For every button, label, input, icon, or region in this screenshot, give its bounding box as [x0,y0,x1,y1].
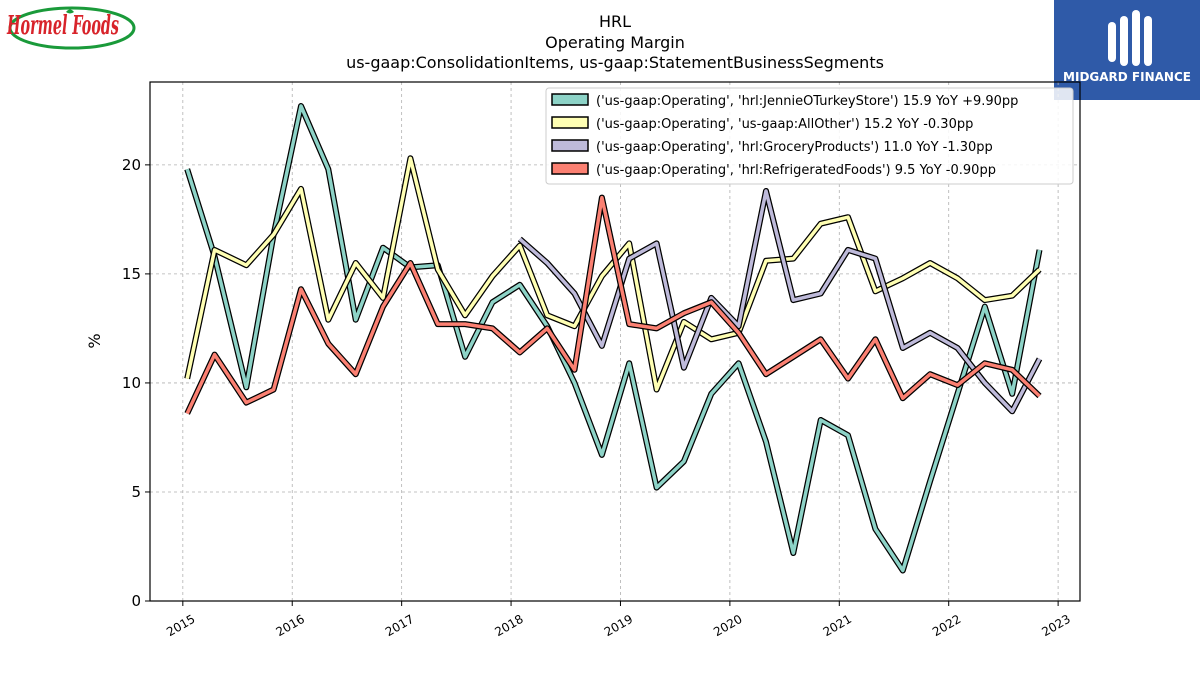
legend-swatch [551,93,589,106]
x-tick-label: 2021 [821,612,854,639]
hormel-wordmark: Hormel Foods [6,11,119,41]
legend-swatch [551,139,589,152]
x-tick-label: 2015 [164,612,197,639]
x-tick-label: 2022 [930,612,963,639]
x-axis-ticks: 2015 2016 2017 2018 2019 2020 2021 2022 2023 [164,601,1073,639]
series-2 [517,188,1043,415]
series-3 [184,194,1042,415]
legend: ('us-gaap:Operating', 'hrl:JennieOTurkey… [545,87,1074,185]
plot-frame [149,81,1081,602]
y-tick-label: 15 [122,265,141,283]
legend-entry-label: ('us-gaap:Operating', 'hrl:JennieOTurkey… [596,94,1018,109]
legend-swatch [551,162,589,175]
y-axis-label: % [85,333,104,348]
hormel-foods-logo [8,6,136,50]
x-tick-label: 2023 [1039,612,1072,639]
x-tick-label: 2019 [602,612,635,639]
chart-subtitle-segments: us-gaap:ConsolidationItems, us-gaap:Stat… [346,53,884,72]
midgard-emblem-icon [1108,10,1152,66]
x-tick-label: 2020 [711,612,744,639]
x-tick-label: 2018 [492,612,525,639]
y-tick-label: 0 [131,592,141,610]
y-axis-ticks: 0 5 10 15 20 [122,156,150,610]
x-tick-label: 2017 [383,612,416,639]
series-0 [184,103,1043,574]
y-tick-label: 5 [131,483,141,501]
y-tick-label: 10 [122,374,141,392]
chart-title: HRL [599,12,631,31]
series-line [185,104,1042,573]
x-tick-label: 2016 [274,612,307,639]
midgard-finance-logo [1054,0,1200,100]
series-line [185,195,1041,415]
series-line [518,189,1042,414]
y-tick-label: 20 [122,156,141,174]
legend-entry-label: ('us-gaap:Operating', 'hrl:GroceryProduc… [596,140,993,155]
legend-entry-label: ('us-gaap:Operating', 'us-gaap:AllOther'… [596,117,973,132]
series-layer [184,103,1043,574]
legend-swatch [551,116,589,129]
midgard-wordmark: MIDGARD FINANCE [1063,70,1191,84]
legend-box [545,87,1074,185]
legend-entry-label: ('us-gaap:Operating', 'hrl:RefrigeratedF… [596,163,996,178]
chart-subtitle: Operating Margin [545,33,685,52]
